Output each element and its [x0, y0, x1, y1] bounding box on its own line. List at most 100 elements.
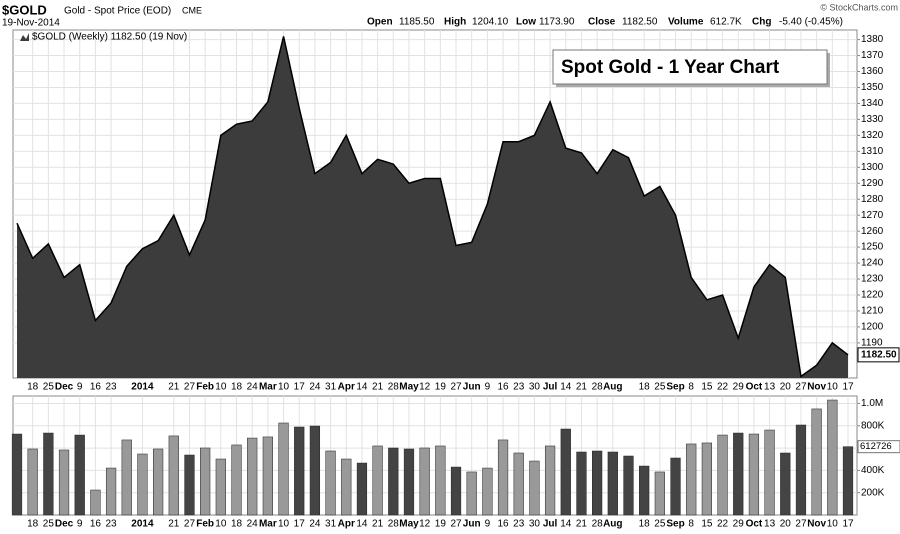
volume-bar — [623, 455, 634, 516]
volume-bar — [419, 447, 430, 516]
x-tick-label: 23 — [513, 382, 525, 393]
x-tick-label: 27 — [450, 519, 462, 530]
y-tick-label: 1340 — [861, 98, 884, 109]
y-tick-label: 1310 — [861, 146, 884, 157]
x-tick-label: 16 — [90, 519, 102, 530]
x-tick-label: 12 — [419, 519, 431, 530]
y-tick-label: 1250 — [861, 242, 884, 253]
stat-value: 1185.50 — [399, 17, 435, 28]
volume-bar — [121, 439, 132, 516]
volume-bar — [497, 439, 509, 516]
volume-bar — [607, 451, 618, 516]
x-tick-label: 25 — [43, 519, 55, 530]
x-tick-label: Apr — [338, 382, 355, 393]
symbol: $GOLD — [2, 2, 47, 17]
x-tick-label: 14 — [560, 382, 572, 393]
x-tick-label: Feb — [196, 382, 214, 393]
x-tick-label: 9 — [77, 519, 83, 530]
volume-bar — [592, 450, 603, 516]
volume-bar — [811, 408, 822, 516]
legend: $GOLD (Weekly) 1182.50 (19 Nov) — [32, 32, 187, 43]
y-tick-label: 1270 — [861, 210, 884, 221]
volume-bar — [372, 445, 383, 516]
x-tick-label: 30 — [529, 382, 541, 393]
x-tick-label: 18 — [27, 382, 39, 393]
y-tick-label: 1.0M — [861, 398, 883, 409]
x-tick-label: 28 — [592, 519, 604, 530]
x-tick-label: 19 — [435, 382, 447, 393]
x-tick-label: 31 — [325, 519, 337, 530]
y-tick-label: 400K — [861, 465, 885, 476]
stat-label: Volume — [668, 17, 704, 28]
x-tick-label: 2014 — [131, 382, 154, 393]
x-tick-label: 18 — [231, 519, 243, 530]
x-tick-label: 27 — [184, 519, 196, 530]
volume-bar — [544, 445, 556, 516]
volume-bar — [748, 433, 760, 516]
volume-bar — [231, 444, 242, 516]
x-tick-label: Oct — [746, 519, 763, 530]
x-tick-label: 15 — [701, 519, 713, 530]
x-tick-label: 23 — [513, 519, 525, 530]
volume-bar — [717, 434, 728, 516]
x-tick-label: 29 — [733, 519, 745, 530]
x-tick-label: 25 — [654, 519, 666, 530]
x-tick-label: May — [399, 519, 419, 530]
x-tick-label: 10 — [215, 519, 227, 530]
x-tick-label: 21 — [372, 519, 384, 530]
x-tick-label: 24 — [309, 519, 321, 530]
x-tick-label: 24 — [247, 382, 259, 393]
volume-bar — [168, 435, 179, 516]
volume-bar — [58, 449, 70, 516]
legend-icon — [20, 33, 29, 41]
x-tick-label: 21 — [168, 519, 180, 530]
x-tick-label: 20 — [780, 382, 792, 393]
volume-bar — [153, 448, 164, 516]
volume-bar — [388, 447, 399, 516]
x-tick-label: 16 — [497, 519, 509, 530]
x-tick-label: 17 — [842, 519, 854, 530]
x-tick-label: 9 — [485, 519, 491, 530]
x-tick-label: 12 — [419, 382, 431, 393]
x-tick-label: 2014 — [131, 519, 154, 530]
x-tick-label: Nov — [807, 519, 826, 530]
exchange: CME — [182, 5, 202, 15]
volume-bar — [842, 446, 854, 516]
x-tick-label: Mar — [259, 519, 277, 530]
volume-bar — [560, 428, 571, 516]
volume-bar — [529, 460, 540, 516]
last-volume-label: 612726 — [860, 441, 892, 452]
volume-bar — [43, 432, 54, 516]
volume-bar — [341, 458, 352, 516]
volume-bar — [11, 433, 23, 516]
x-tick-label: 27 — [450, 382, 462, 393]
volume-bar — [435, 445, 446, 516]
x-tick-label: 21 — [372, 382, 384, 393]
x-tick-label: 13 — [764, 519, 776, 530]
x-tick-label: 22 — [717, 519, 729, 530]
y-tick-label: 1280 — [861, 194, 884, 205]
volume-bar — [278, 422, 289, 516]
volume-bar — [294, 426, 305, 516]
last-value-tag — [857, 347, 900, 363]
y-tick-label: 1260 — [861, 226, 884, 237]
x-tick-label: 21 — [576, 382, 588, 393]
x-tick-label: 17 — [294, 519, 306, 530]
date: 19-Nov-2014 — [2, 18, 60, 29]
stat-value: 1173.90 — [539, 17, 575, 28]
y-tick-label: 1220 — [861, 290, 884, 301]
x-tick-label: Aug — [603, 382, 622, 393]
x-tick-label: 14 — [356, 382, 368, 393]
y-tick-label: 200K — [861, 487, 885, 498]
volume-bar — [482, 467, 493, 516]
volume-bar — [200, 447, 211, 516]
y-tick-label: 1360 — [861, 66, 884, 77]
x-tick-label: Dec — [55, 382, 74, 393]
volume-bar — [356, 462, 368, 516]
y-tick-label: 1200 — [861, 322, 884, 333]
annotation-box — [552, 49, 828, 85]
volume-bar — [27, 448, 38, 516]
x-tick-label: 9 — [77, 382, 83, 393]
x-tick-label: 22 — [717, 382, 729, 393]
